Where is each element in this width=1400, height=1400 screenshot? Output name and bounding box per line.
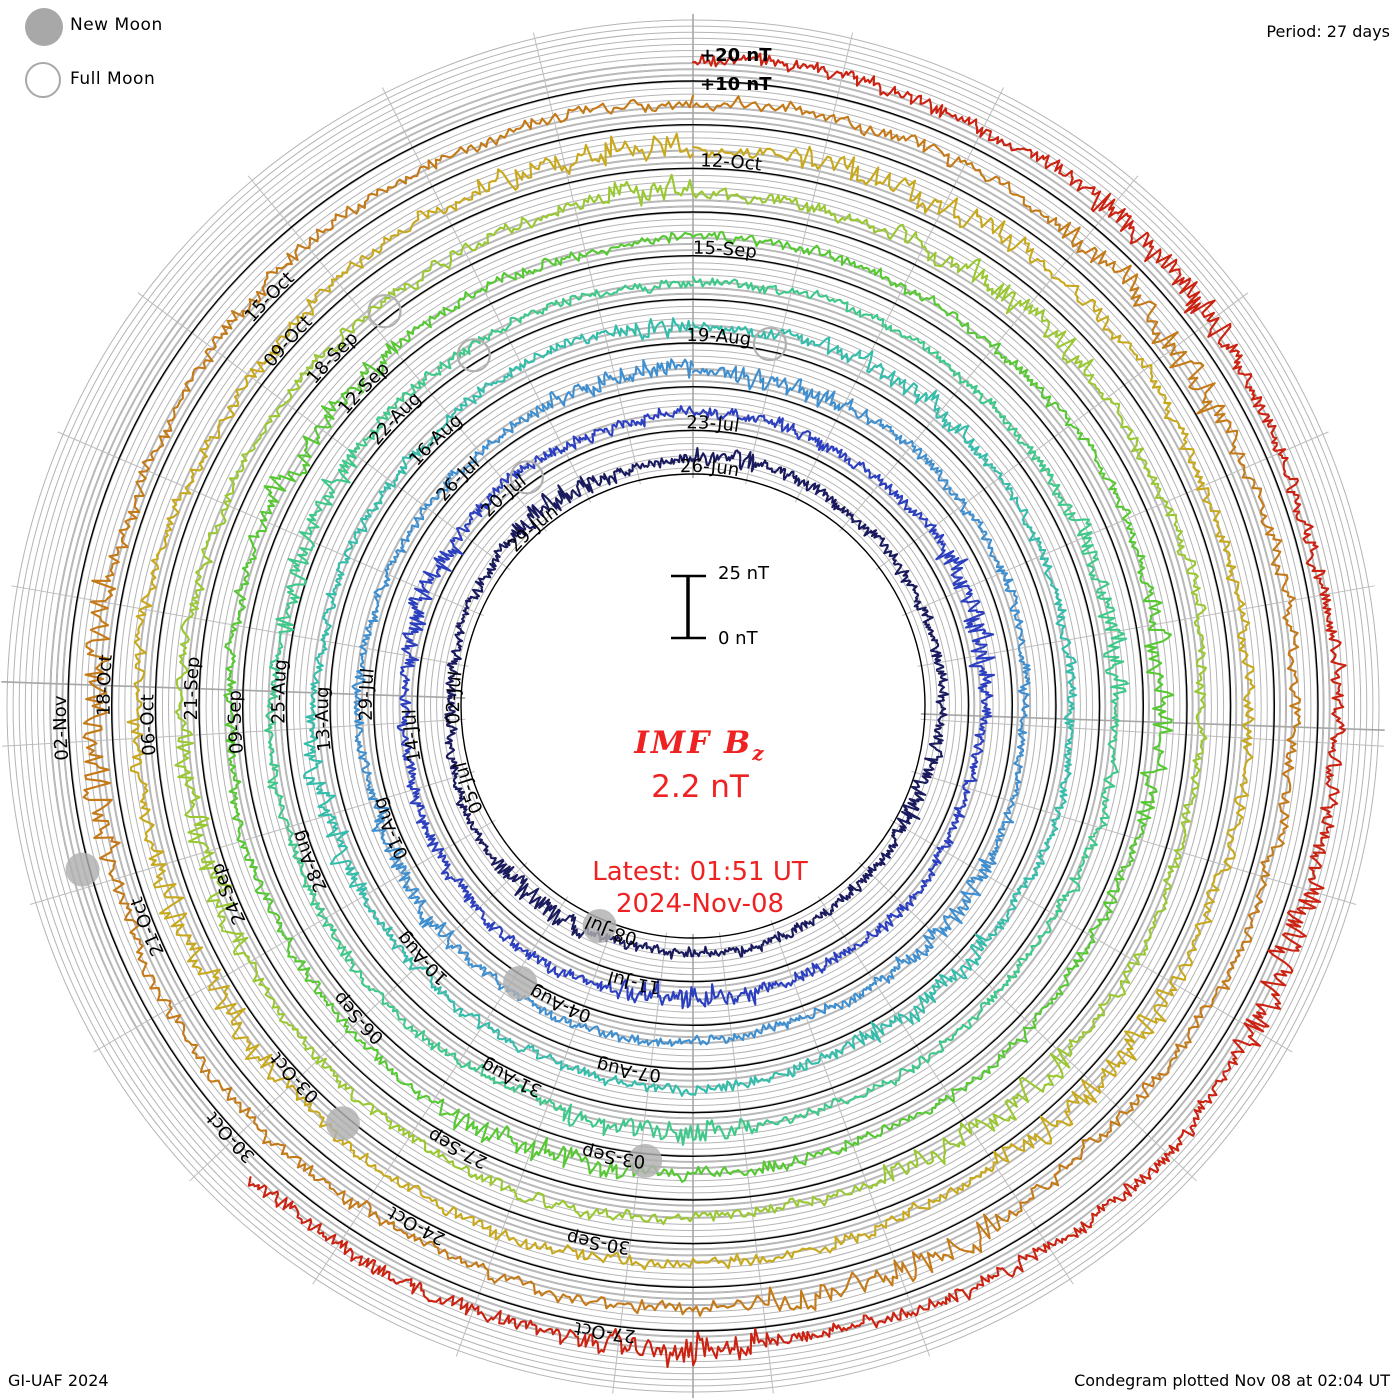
ring-date-label: 09-Sep — [225, 690, 248, 755]
ring-date-label: 29-Jul — [356, 667, 379, 721]
ring-date-label: 06-Oct — [137, 694, 160, 757]
ring-date-label: 18-Oct — [94, 654, 117, 716]
imf-current-value: 2.2 nT — [651, 769, 749, 806]
gridline-label-10nt: +10 nT — [700, 74, 772, 95]
angular-gridlines — [1, 13, 1385, 1399]
ring-date-label: 12-Oct — [700, 150, 763, 175]
ring-date-label: 02-Nov — [50, 695, 73, 761]
gridline-label-20nt: +20 nT — [700, 45, 772, 66]
latest-time: Latest: 01:51 UT — [592, 857, 808, 888]
ring-date-label: 04-Aug — [526, 981, 594, 1027]
ring-date-label: 25-Aug — [268, 658, 292, 724]
full-moon-icon — [25, 62, 61, 98]
period-label: Period: 27 days — [1266, 22, 1390, 41]
page-title: IMF Bz — [0, 725, 1400, 765]
ring-date-label: 15-Sep — [693, 238, 758, 263]
center-scale-bottom-label: 0 nT — [718, 628, 758, 649]
center-scale-top-label: 25 nT — [718, 563, 770, 584]
ring-date-label: 23-Jul — [686, 412, 740, 437]
latest-date: 2024-Nov-08 — [615, 889, 785, 920]
rotation-baselines — [67, 80, 1319, 1332]
center-readout: IMF Bz 2.2 nT Latest: 01:51 UT 2024-Nov-… — [0, 725, 1400, 919]
new-moon-legend-label: New Moon — [70, 15, 163, 35]
center-scale-bar — [671, 574, 706, 640]
imf-title-main: IMF B — [634, 725, 753, 761]
ring-date-label: 26-Jun — [680, 456, 742, 481]
moon-markers — [65, 294, 788, 1178]
plotted-timestamp: Condegram plotted Nov 08 at 02:04 UT — [1074, 1371, 1390, 1390]
ring-date-label: 19-Aug — [686, 325, 752, 350]
data-traces — [82, 52, 1347, 1369]
ring-date-label: 21-Sep — [181, 656, 204, 721]
ring-date-label: 30-Sep — [565, 1226, 632, 1258]
ring-date-label: 26-Jul — [432, 453, 484, 506]
ring-date-label: 20-Jul — [477, 470, 530, 521]
credit-label: GI-UAF 2024 — [8, 1371, 109, 1390]
new-moon-icon — [25, 8, 63, 46]
ring-date-label: 11-Jul — [605, 966, 661, 998]
imf-title-sub: z — [752, 741, 766, 766]
ring-date-label: 13-Aug — [312, 686, 336, 752]
full-moon-legend-label: Full Moon — [70, 69, 156, 89]
ring-date-label: 02-Jul — [443, 670, 466, 725]
